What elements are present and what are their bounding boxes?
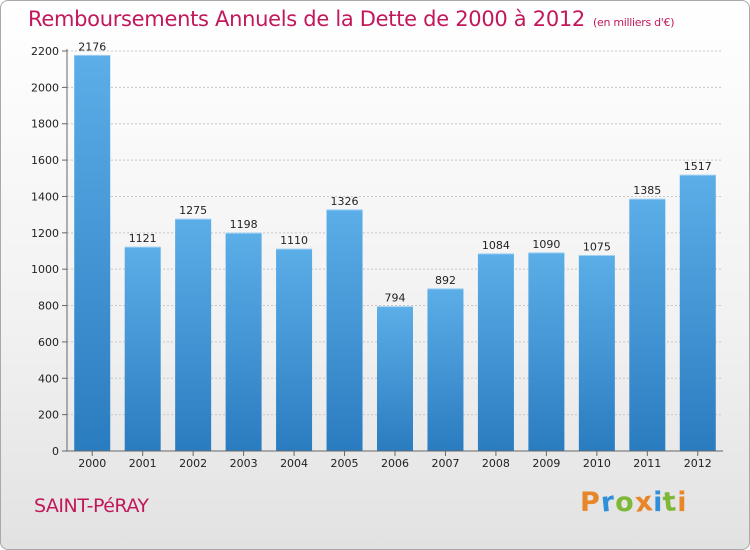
bar-2007 bbox=[427, 288, 464, 451]
x-tick-label: 2003 bbox=[230, 457, 258, 470]
bar-2005 bbox=[326, 209, 363, 451]
town-name: SAINT-PéRAY bbox=[34, 495, 149, 517]
x-tick-label: 2010 bbox=[583, 457, 611, 470]
axes: 0 200 400 600 800 1000 1200 1400 1600 1800 2000 220… bbox=[31, 45, 723, 470]
y-tick-label: 200 bbox=[38, 409, 59, 422]
y-tick-label: 400 bbox=[38, 372, 59, 385]
y-tick-label: 2000 bbox=[31, 81, 59, 94]
bar-2000 bbox=[74, 55, 111, 451]
bar-2008 bbox=[477, 253, 514, 451]
logo-letter: o bbox=[615, 487, 635, 518]
x-tick-label: 2005 bbox=[331, 457, 359, 470]
bar-2006 bbox=[377, 306, 413, 451]
y-tick-label: 1800 bbox=[31, 118, 59, 131]
data-label-2010: 1075 bbox=[583, 241, 611, 254]
x-tick-label: 2008 bbox=[482, 457, 510, 470]
data-label-2011: 1385 bbox=[633, 184, 661, 197]
data-label-2003: 1198 bbox=[230, 218, 258, 231]
logo-letter: P bbox=[580, 487, 601, 518]
bars: 2176 1121 1275 1198 1110 1326 794 892 1084 1090 10… bbox=[74, 40, 716, 451]
logo-letter: i bbox=[677, 487, 688, 518]
logo-letter: i bbox=[653, 487, 664, 518]
x-tick-label: 2009 bbox=[532, 457, 560, 470]
data-label-2000: 2176 bbox=[78, 40, 106, 53]
data-label-2007: 892 bbox=[435, 274, 456, 287]
y-tick-label: 800 bbox=[38, 300, 59, 313]
data-label-2002: 1275 bbox=[179, 204, 207, 217]
y-tick-label: 2200 bbox=[31, 45, 59, 58]
bar-2001 bbox=[124, 247, 161, 451]
x-tick-label: 2006 bbox=[381, 457, 409, 470]
data-label-2012: 1517 bbox=[684, 160, 712, 173]
x-tick-label: 2012 bbox=[684, 457, 712, 470]
bar-2010 bbox=[578, 255, 615, 451]
x-tick-label: 2000 bbox=[78, 457, 106, 470]
y-tick-label: 1000 bbox=[31, 263, 59, 276]
y-tick-label: 1400 bbox=[31, 190, 59, 203]
bar-2009 bbox=[528, 252, 565, 451]
proxiti-logo: Proxiti bbox=[580, 486, 688, 519]
x-tick-label: 2011 bbox=[633, 457, 661, 470]
chart-title-text: Remboursements Annuels de la Dette de 20… bbox=[28, 7, 585, 31]
data-label-2001: 1121 bbox=[129, 232, 157, 245]
y-tick-label: 0 bbox=[52, 445, 59, 458]
data-label-2004: 1110 bbox=[280, 234, 308, 247]
x-tick-label: 2004 bbox=[280, 457, 308, 470]
y-tick-label: 1200 bbox=[31, 227, 59, 240]
data-label-2005: 1326 bbox=[331, 195, 359, 208]
logo-letter: r bbox=[599, 486, 617, 519]
x-tick-label: 2007 bbox=[431, 457, 459, 470]
bar-2004 bbox=[276, 249, 313, 451]
bar-2002 bbox=[175, 219, 212, 451]
y-tick-label: 600 bbox=[38, 336, 59, 349]
y-tick-label: 1600 bbox=[31, 154, 59, 167]
data-label-2009: 1090 bbox=[532, 238, 560, 251]
x-tick-label: 2001 bbox=[129, 457, 157, 470]
chart-subtitle: (en milliers d'€) bbox=[593, 16, 675, 29]
logo-letter: x bbox=[633, 486, 655, 519]
data-label-2008: 1084 bbox=[482, 239, 510, 252]
bar-2011 bbox=[629, 199, 666, 451]
bar-2012 bbox=[679, 175, 716, 451]
chart-title: Remboursements Annuels de la Dette de 20… bbox=[28, 7, 674, 31]
bar-2003 bbox=[225, 233, 262, 451]
data-label-2006: 794 bbox=[385, 292, 406, 305]
x-tick-label: 2002 bbox=[179, 457, 207, 470]
